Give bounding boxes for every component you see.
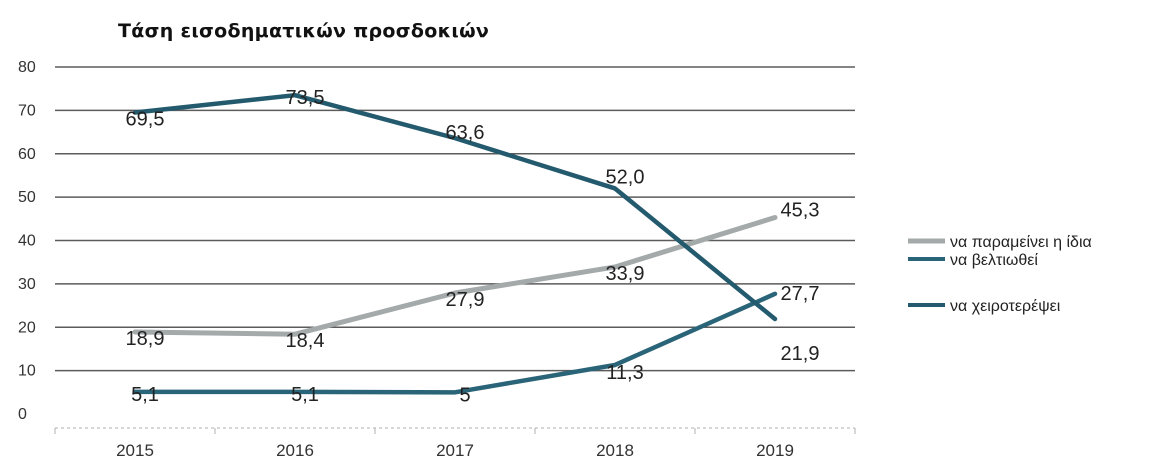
series-line-0 <box>132 215 778 337</box>
data-label: 18,4 <box>286 330 325 352</box>
data-label: 27,9 <box>446 289 485 311</box>
data-label: 21,9 <box>781 343 820 365</box>
data-label: 11,3 <box>606 362 643 384</box>
series-line-2 <box>132 92 778 322</box>
x-tick-label: 2017 <box>436 441 474 460</box>
series-line-1 <box>132 291 778 395</box>
data-label: 45,3 <box>781 200 820 222</box>
legend-label: να βελτιωθεί <box>950 252 1038 269</box>
chart-title: Τάση εισοδηματικών προσδοκιών <box>118 20 489 42</box>
data-label: 18,9 <box>126 328 165 350</box>
data-label: 69,5 <box>126 109 165 131</box>
x-tick-label: 2016 <box>276 441 314 460</box>
data-label: 33,9 <box>606 263 645 285</box>
data-labels: 18,9 18,4 27,9 33,9 45,3 5,1 5,1 5 11,3 27,7 69,5 7… <box>126 87 820 406</box>
y-tick-label: 40 <box>18 233 36 250</box>
x-tick-label: 2015 <box>116 441 154 460</box>
data-label: 52,0 <box>606 166 645 188</box>
gridlines <box>55 66 855 372</box>
axes: 0 10 20 30 40 50 60 70 80 2015 2016 2017 2018 2019 <box>18 59 856 460</box>
y-tick-label: 0 <box>18 406 27 423</box>
legend-label: να χειροτερέψει <box>950 298 1061 315</box>
data-label: 5,1 <box>291 384 319 406</box>
series-lines <box>132 92 778 395</box>
y-tick-label: 80 <box>18 59 36 76</box>
y-tick-label: 20 <box>18 319 36 336</box>
data-label: 5 <box>459 384 470 406</box>
data-label: 27,7 <box>781 283 820 305</box>
y-tick-label: 70 <box>18 102 36 119</box>
data-label: 73,5 <box>286 87 325 109</box>
legend-label: να παραμείνει η ίδια <box>950 234 1092 251</box>
x-tick-label: 2019 <box>756 441 794 460</box>
y-tick-label: 30 <box>18 276 36 293</box>
y-tick-label: 10 <box>18 363 36 380</box>
data-label: 5,1 <box>131 384 159 406</box>
y-tick-label: 60 <box>18 146 36 163</box>
y-tick-label: 50 <box>18 189 36 206</box>
data-label: 63,6 <box>446 122 485 144</box>
x-tick-label: 2018 <box>596 441 634 460</box>
